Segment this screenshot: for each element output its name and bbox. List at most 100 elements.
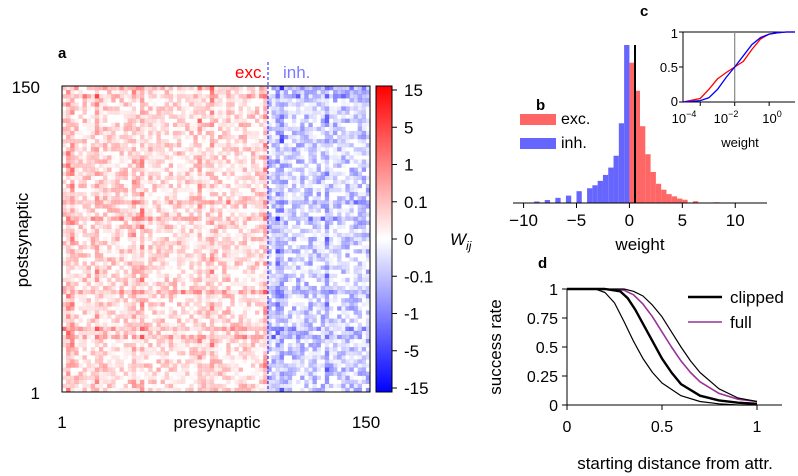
heatmap-cell xyxy=(176,90,182,95)
heatmap-cell xyxy=(66,367,71,372)
heatmap-cell xyxy=(337,216,342,221)
heatmap-cell xyxy=(127,188,133,193)
heatmap-cell xyxy=(361,139,367,144)
heatmap-cell xyxy=(164,253,169,258)
heatmap-cell xyxy=(328,171,334,176)
heatmap-cell xyxy=(98,171,104,176)
heatmap-cell xyxy=(66,387,71,393)
heatmap-cell xyxy=(66,302,71,307)
heatmap-cell xyxy=(148,330,153,336)
heatmap-cell xyxy=(160,379,165,385)
heatmap-cell xyxy=(238,122,243,127)
heatmap-cell xyxy=(246,318,252,323)
heatmap-cell xyxy=(218,245,223,250)
heatmap-cell xyxy=(250,298,256,303)
heatmap-cell xyxy=(144,294,149,299)
heatmap-cell xyxy=(365,310,371,315)
heatmap-cell xyxy=(361,326,367,331)
heatmap-cell xyxy=(320,277,326,283)
heatmap-cell xyxy=(98,139,104,144)
heatmap-cell xyxy=(62,298,67,303)
heatmap-cell xyxy=(131,375,137,380)
heatmap-cell xyxy=(230,281,235,287)
heatmap-cell xyxy=(86,322,91,327)
heatmap-cell xyxy=(115,347,120,352)
heatmap-cell xyxy=(168,306,174,311)
heatmap-cell xyxy=(98,98,104,103)
heatmap-cell xyxy=(213,236,219,242)
heatmap-cell xyxy=(324,236,330,242)
heatmap-cell xyxy=(209,208,215,213)
heatmap-cell xyxy=(312,273,317,278)
heatmap-cell xyxy=(242,277,247,283)
heatmap-cell xyxy=(148,147,153,152)
heatmap-cell xyxy=(98,302,104,307)
heatmap-cell xyxy=(304,318,309,323)
heatmap-cell xyxy=(111,371,116,376)
heatmap-cell xyxy=(74,249,79,254)
heatmap-cell xyxy=(115,139,120,144)
heatmap-cell xyxy=(164,294,169,299)
hist-bar-inh xyxy=(602,174,609,203)
heatmap-cell xyxy=(365,86,371,91)
heatmap-cell xyxy=(98,351,104,356)
heatmap-cell xyxy=(135,98,141,103)
hist-x-tick-label: 10 xyxy=(726,211,745,230)
heatmap-cell xyxy=(140,338,145,344)
heatmap-cell xyxy=(316,143,321,148)
heatmap-cell xyxy=(353,371,358,376)
heatmap-cell xyxy=(226,134,231,140)
hist-bar-exc xyxy=(650,171,656,203)
heatmap-cell xyxy=(176,326,182,331)
heatmap-cell xyxy=(226,139,231,144)
heatmap-cell xyxy=(70,183,75,189)
heatmap-cell xyxy=(185,224,190,229)
heatmap-cell xyxy=(70,281,75,287)
heatmap-cell xyxy=(160,338,165,344)
heatmap-cell xyxy=(98,163,104,168)
heatmap-cell xyxy=(242,326,247,331)
heatmap-cell xyxy=(131,122,137,127)
hist-bar-inh xyxy=(613,155,619,203)
heatmap-cell xyxy=(361,290,367,295)
heatmap-cell xyxy=(238,367,243,372)
heatmap-cell xyxy=(209,183,215,189)
heatmap-cell xyxy=(107,130,112,136)
heatmap-cell xyxy=(308,334,313,340)
heatmap-cell xyxy=(78,355,83,360)
heatmap-cell xyxy=(328,220,334,225)
heatmap-cell xyxy=(296,379,301,385)
heatmap-cell xyxy=(70,216,75,221)
heatmap-cell xyxy=(168,310,174,315)
heatmap-cell xyxy=(328,212,334,217)
heatmap-cell xyxy=(205,102,211,107)
heatmap-cell xyxy=(131,359,137,364)
heatmap-cell xyxy=(131,155,137,160)
heatmap-cell xyxy=(189,86,194,91)
heatmap-cell xyxy=(238,375,243,380)
heatmap-cell xyxy=(148,151,153,156)
heatmap-cell xyxy=(242,232,247,238)
heatmap-cell xyxy=(156,241,161,246)
heatmap-cell xyxy=(357,367,362,372)
heatmap-cell xyxy=(152,163,157,168)
heatmap-cell xyxy=(90,318,96,323)
heatmap-cell xyxy=(328,367,334,372)
heatmap-cell xyxy=(66,183,71,189)
heatmap-cell xyxy=(111,130,116,136)
heatmap-cell xyxy=(70,236,75,242)
heatmap-cell xyxy=(111,261,116,266)
heatmap-cell xyxy=(291,371,297,376)
heatmap-cell xyxy=(164,94,169,99)
heatmap-cell xyxy=(127,134,133,140)
heatmap-cell xyxy=(123,277,128,283)
heatmap-cell xyxy=(275,277,280,283)
heatmap-cell xyxy=(341,383,346,389)
heatmap-cell xyxy=(94,228,100,234)
heatmap-cell xyxy=(361,130,367,136)
heatmap-cell xyxy=(283,98,289,103)
heatmap-cell xyxy=(255,147,260,152)
heatmap-cell xyxy=(213,363,219,368)
heatmap-cell xyxy=(201,257,206,262)
heatmap-cell xyxy=(86,359,91,364)
